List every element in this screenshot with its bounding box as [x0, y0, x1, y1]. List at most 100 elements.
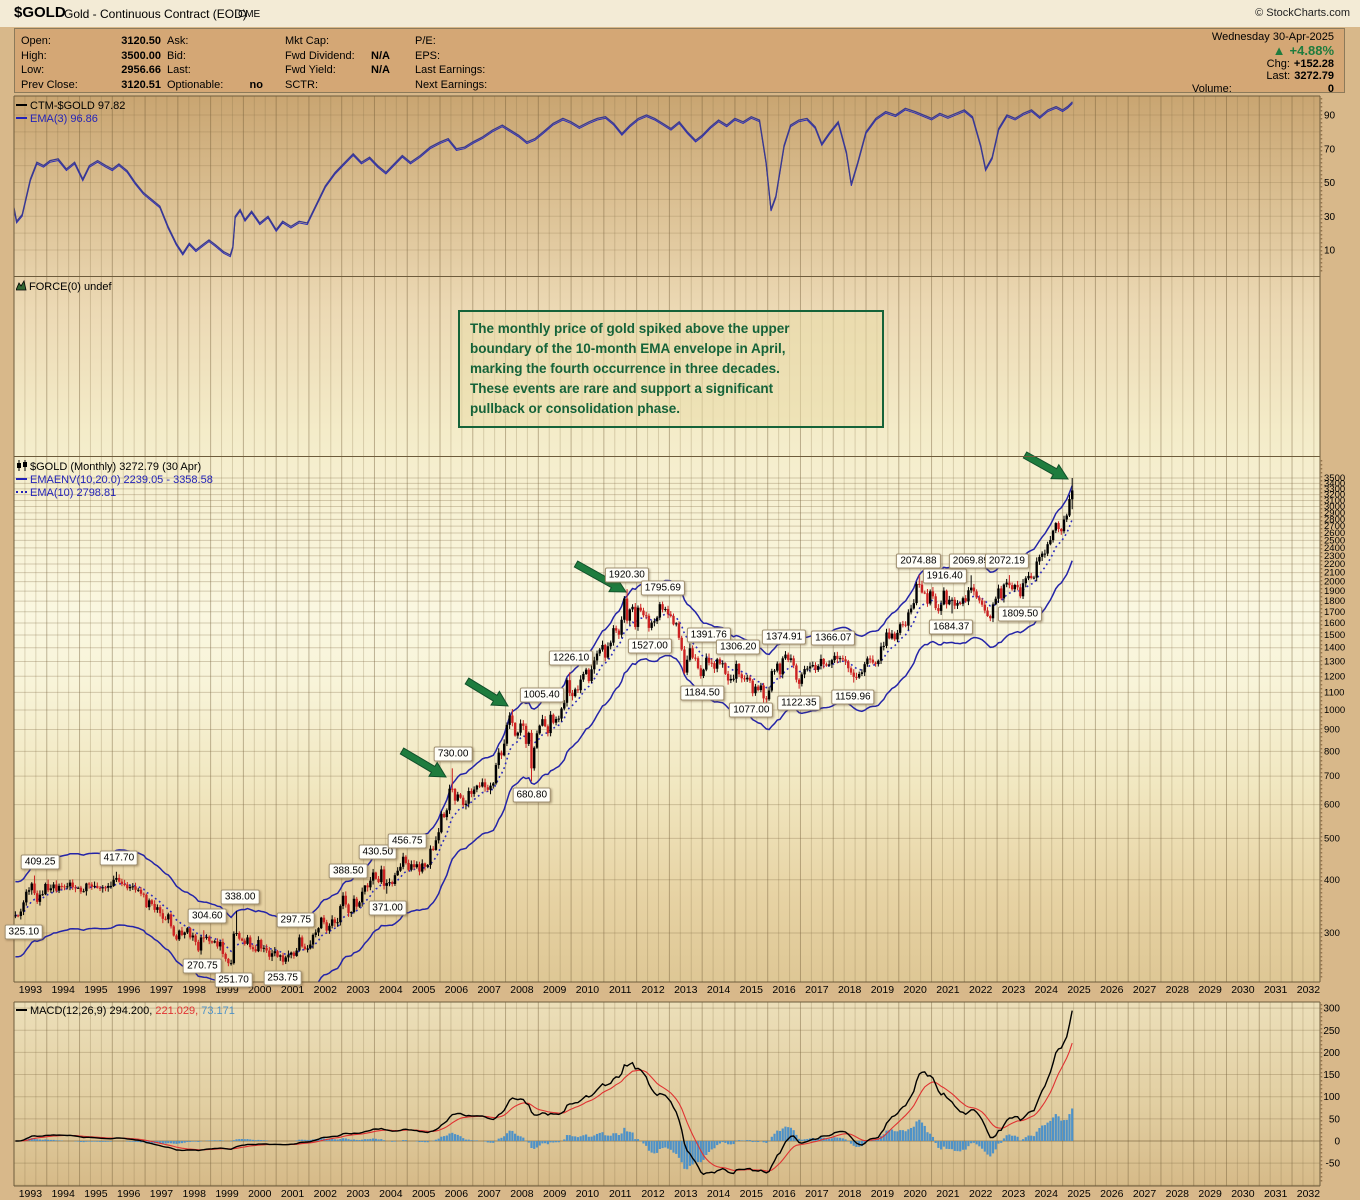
macd-histogram-bar	[713, 1141, 716, 1149]
axis-label: 2023	[1002, 1188, 1026, 1200]
macd-histogram-bar	[664, 1141, 667, 1148]
macd-histogram-bar	[546, 1141, 549, 1145]
macd-histogram-bar	[931, 1136, 935, 1141]
annotation-line: marking the fourth occurrence in three d…	[470, 361, 780, 376]
macd-histogram-bar	[77, 1141, 80, 1142]
annotation-line: pullback or consolidation phase.	[470, 401, 681, 416]
axis-label: 30	[1324, 212, 1336, 223]
macd-histogram-bar	[361, 1139, 364, 1141]
axis-label: 1996	[117, 984, 141, 996]
macd-histogram-bar	[158, 1141, 162, 1144]
macd-histogram-bar	[1013, 1135, 1016, 1141]
macd-histogram-bar	[505, 1133, 509, 1141]
macd-histogram-bar	[440, 1136, 443, 1141]
price-callout: 1795.69	[640, 580, 685, 596]
macd-histogram-bar	[557, 1141, 560, 1143]
envelope-line-swatch	[16, 478, 27, 480]
chg-value: +152.28	[1293, 57, 1334, 70]
axis-label: 3100	[1324, 495, 1345, 506]
axis-label: 2026	[1100, 1188, 1124, 1200]
macd-histogram-bar	[535, 1141, 539, 1148]
macd-histogram-bar	[683, 1141, 686, 1169]
macd-histogram-bar	[109, 1141, 113, 1142]
macd-histogram-bar	[183, 1141, 186, 1143]
macd-histogram-bar	[920, 1122, 924, 1141]
macd-histogram-bar	[852, 1141, 855, 1146]
axis-label: 2015	[740, 984, 764, 996]
macd-histogram-bar	[959, 1141, 962, 1152]
axis-label: 2400	[1324, 543, 1345, 554]
macd-histogram-bar	[661, 1141, 664, 1149]
bid-label: Bid:	[167, 49, 186, 62]
macd-histogram-bar	[150, 1141, 154, 1144]
price-callout: 251.70	[214, 972, 253, 988]
macd-histogram-bar	[1046, 1122, 1049, 1141]
macd-histogram-bar	[1049, 1120, 1052, 1141]
macd-histogram-bar	[55, 1140, 58, 1141]
macd-histogram-bar	[841, 1138, 844, 1141]
axis-label: 500	[1324, 833, 1340, 844]
macd-histogram-bar	[208, 1140, 211, 1141]
price-callout: 304.60	[188, 908, 227, 924]
open-value: 3120.50	[121, 35, 161, 47]
axis-label: 2011	[609, 984, 632, 996]
price-legend: $GOLD (Monthly) 3272.79 (30 Apr) EMAENV(…	[16, 460, 213, 500]
macd-histogram-bar	[374, 1138, 377, 1141]
macd-histogram-bar	[789, 1127, 793, 1141]
macd-histogram-bar	[874, 1139, 877, 1141]
quote-col-fundamentals: Mkt Cap: Fwd Dividend: N/A Fwd Yield: N/A …	[285, 34, 435, 92]
macd-histogram-bar	[257, 1139, 260, 1141]
axis-label: 1996	[117, 1188, 141, 1200]
macd-histogram-bar	[879, 1136, 883, 1141]
low-label: Low:	[21, 64, 45, 76]
macd-histogram-bar	[426, 1141, 429, 1143]
macd-histogram-bar	[986, 1141, 989, 1155]
macd-histogram-bar	[623, 1127, 626, 1141]
macd-histogram-bar	[161, 1141, 164, 1144]
axis-label: 2027	[1133, 1188, 1157, 1200]
macd-histogram-bar	[358, 1140, 361, 1141]
axis-label: 2007	[477, 984, 501, 996]
macd-histogram-bar	[249, 1139, 252, 1141]
axis-label: 2030	[1231, 984, 1255, 996]
macd-histogram-bar	[219, 1140, 222, 1141]
macd-histogram-bar	[975, 1141, 978, 1145]
macd-hist-value: 73.171	[201, 1005, 235, 1017]
macd-histogram-bar	[475, 1140, 478, 1141]
axis-label: 1998	[183, 984, 207, 996]
axis-label: 700	[1324, 771, 1340, 782]
axis-label: 2800	[1324, 514, 1345, 525]
macd-histogram-bar	[904, 1131, 907, 1141]
axis-label: 2016	[772, 1188, 796, 1200]
macd-histogram-bar	[950, 1141, 954, 1150]
macd-histogram-bar	[391, 1141, 394, 1142]
macd-histogram-bar	[751, 1141, 754, 1143]
optionable-label: Optionable:	[167, 78, 224, 91]
macd-histogram-bar	[877, 1139, 880, 1141]
axis-label: 2022	[969, 1188, 993, 1200]
macd-histogram-bar	[377, 1139, 380, 1141]
macd-histogram-bar	[606, 1135, 610, 1141]
axis-label: 3500	[1324, 473, 1345, 484]
macd-background	[14, 1002, 1320, 1186]
macd-histogram-bar	[451, 1132, 454, 1141]
macd-histogram-bar	[336, 1139, 339, 1141]
price-callout: 1374.91	[762, 629, 807, 645]
macd-histogram-bar	[565, 1135, 569, 1141]
macd-histogram-bar	[404, 1140, 407, 1141]
axis-label: 2031	[1264, 984, 1288, 996]
macd-histogram-bar	[746, 1140, 749, 1141]
macd-histogram-bar	[350, 1139, 353, 1141]
macd-histogram-bar	[210, 1140, 214, 1141]
macd-histogram-bar	[169, 1141, 173, 1144]
macd-histogram-bar	[721, 1141, 724, 1143]
macd-histogram-bar	[47, 1139, 50, 1141]
macd-histogram-bar	[757, 1141, 760, 1143]
macd-histogram-bar	[833, 1137, 836, 1141]
axis-label: 100	[1323, 1092, 1340, 1103]
macd-histogram-bar	[776, 1130, 779, 1141]
macd-histogram-bar	[587, 1136, 590, 1141]
axis-label: 2900	[1324, 508, 1345, 519]
macd-histogram-bar	[882, 1134, 885, 1141]
price-callout: 1684.37	[929, 619, 974, 635]
